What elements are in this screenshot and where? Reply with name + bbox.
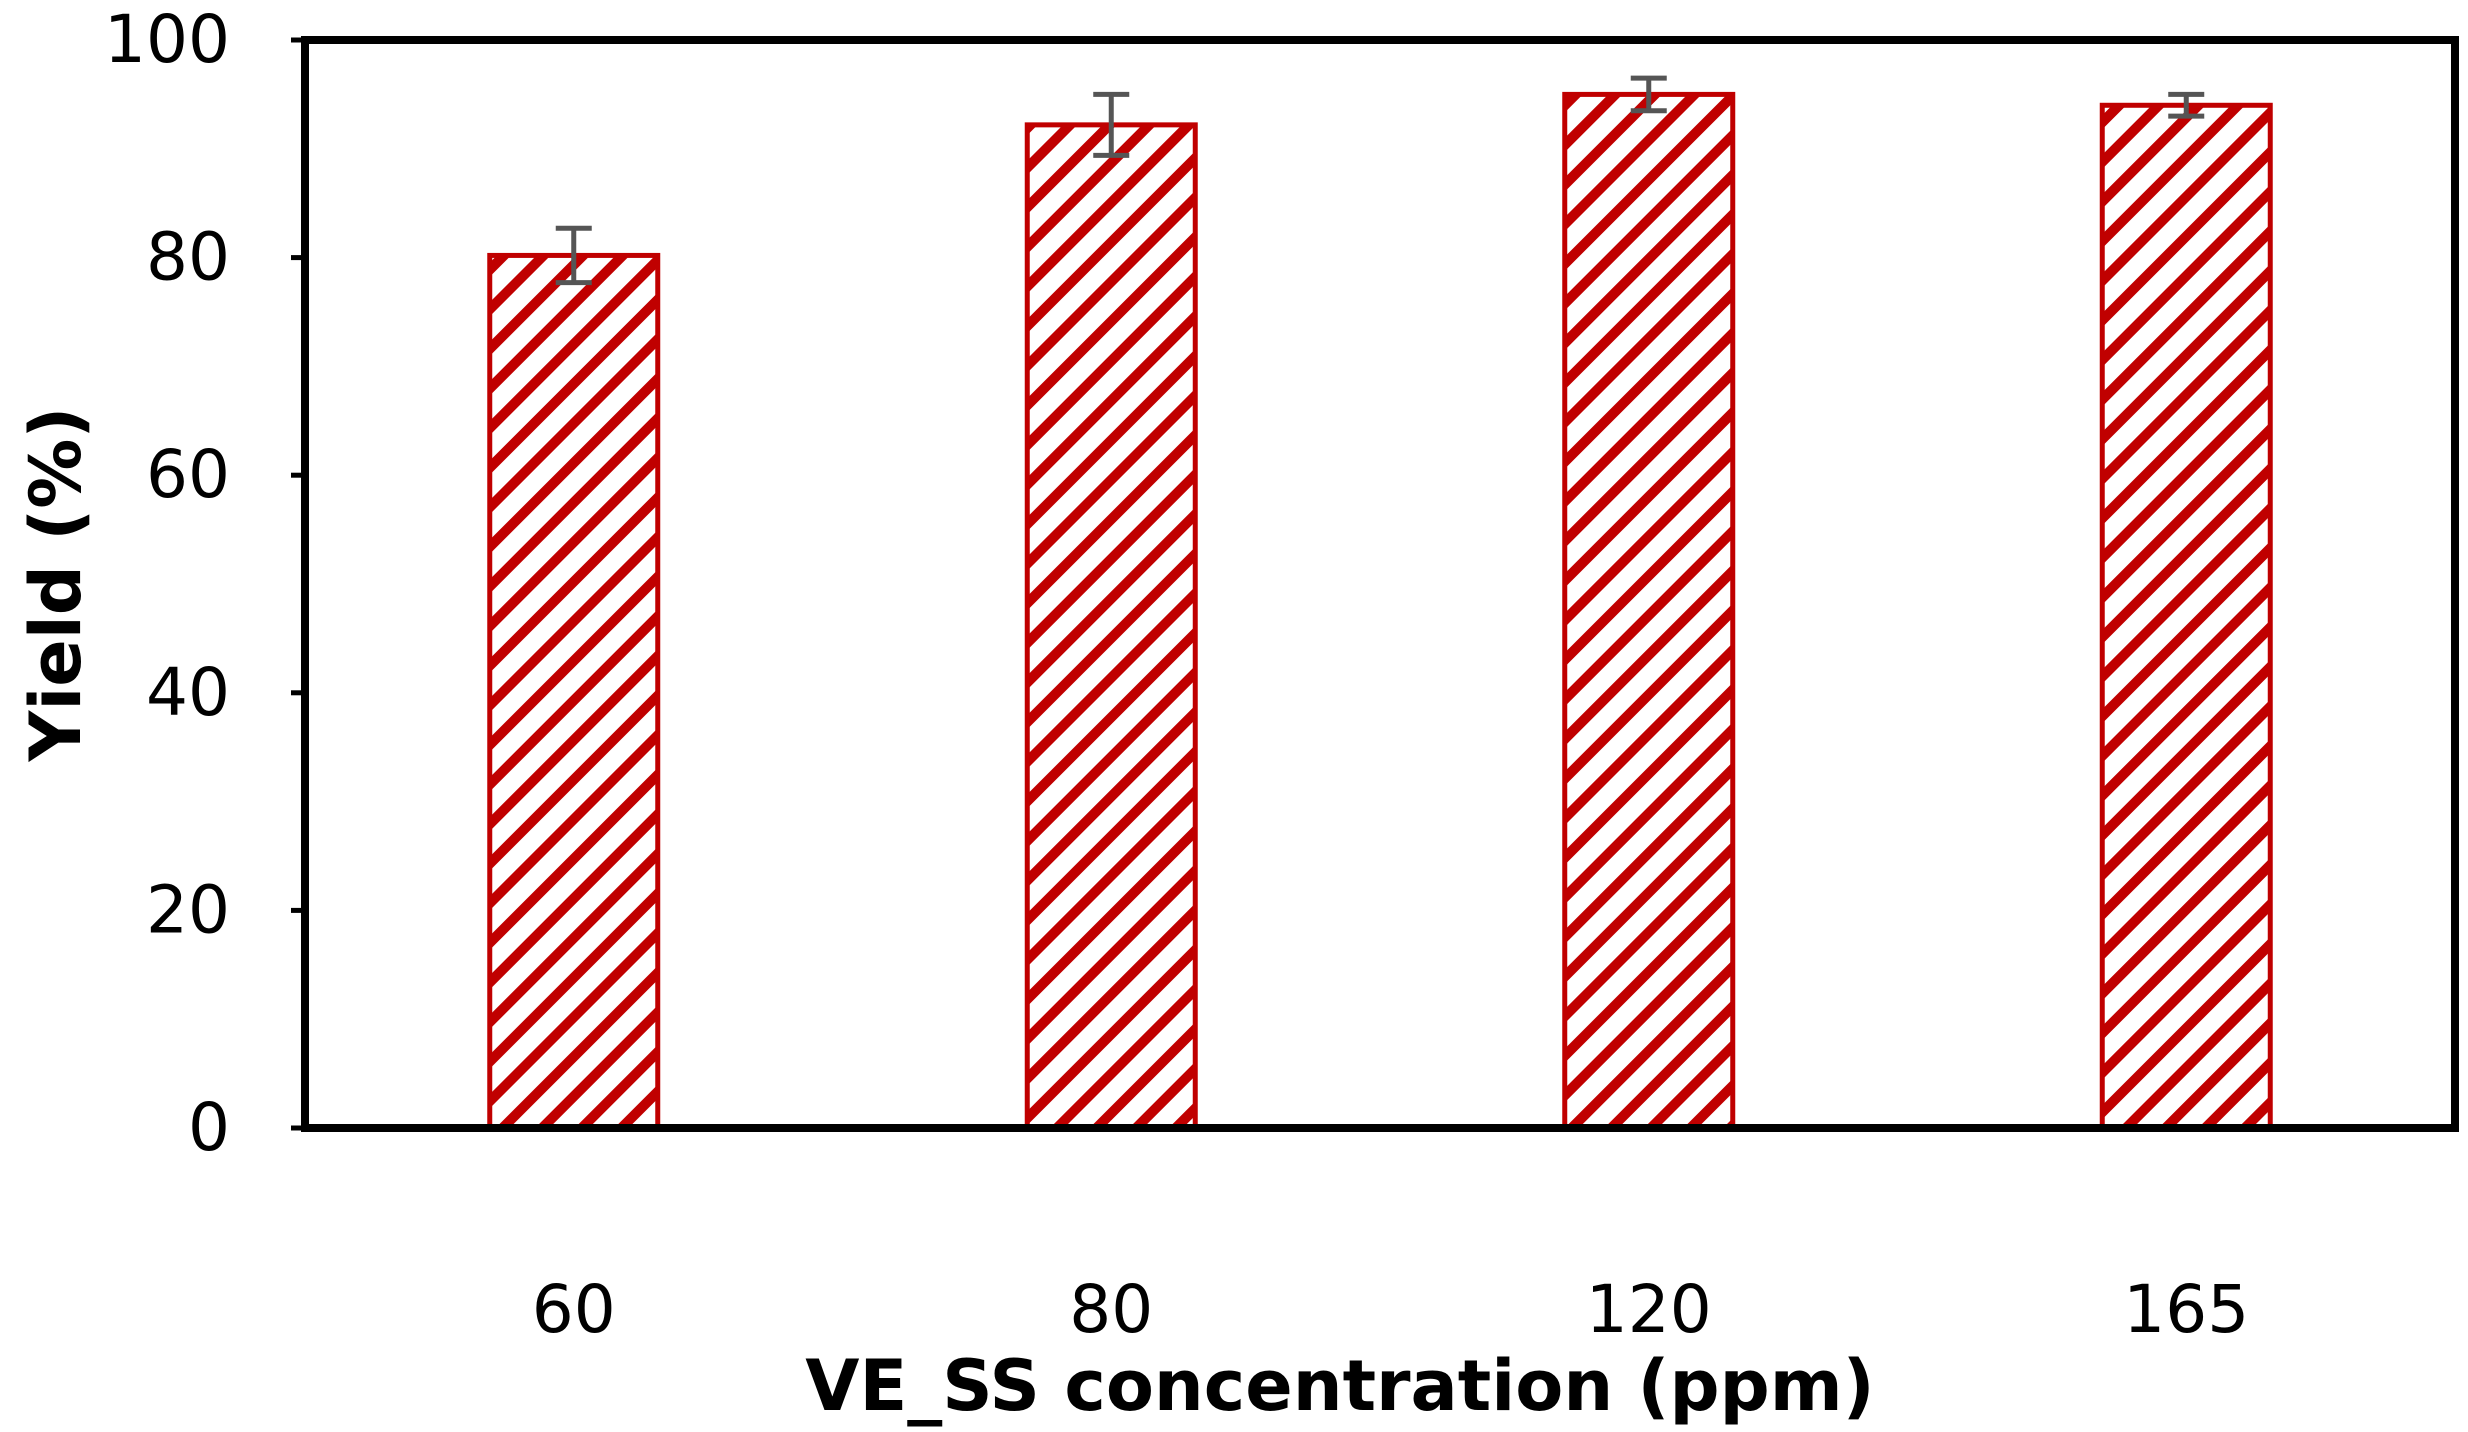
y-tick-label-20: 20	[146, 871, 230, 948]
x-tick-label-80: 80	[1069, 1271, 1153, 1348]
bar-165	[2099, 102, 2273, 1131]
x-tick-label-165: 165	[2123, 1271, 2249, 1348]
y-tick-label-0: 0	[188, 1089, 230, 1166]
x-tick-label-60: 60	[532, 1271, 616, 1348]
bar-120	[1562, 91, 1736, 1131]
error-bar-165	[2168, 91, 2205, 119]
y-tick-label-80: 80	[146, 219, 230, 296]
y-tick-labels: 0 20 40 60 80 100	[104, 1, 305, 1166]
x-tick-labels: 60 80 120 165	[532, 1271, 2249, 1348]
x-tick-label-120: 120	[1586, 1271, 1712, 1348]
y-axis-title: Yield (%)	[15, 407, 97, 763]
y-tick-label-100: 100	[104, 1, 230, 78]
error-bar-60	[555, 225, 592, 286]
y-tick-label-60: 60	[146, 436, 230, 513]
y-tick-label-40: 40	[146, 654, 230, 731]
bar-60	[487, 252, 661, 1131]
bar-80	[1024, 122, 1198, 1131]
bars-layer	[487, 91, 2273, 1131]
error-bars-layer	[555, 75, 2205, 286]
x-axis-title: VE_SS concentration (ppm)	[805, 1345, 1874, 1427]
error-bar-80	[1093, 91, 1130, 158]
plot-frame	[301, 36, 2459, 1132]
error-bar-120	[1630, 75, 1667, 114]
